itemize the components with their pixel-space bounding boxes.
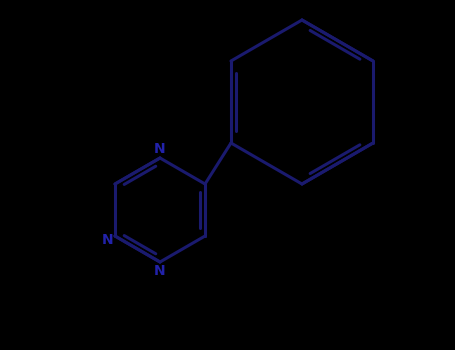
Text: N: N bbox=[101, 233, 113, 247]
Text: N: N bbox=[154, 264, 166, 278]
Text: N: N bbox=[154, 142, 166, 156]
